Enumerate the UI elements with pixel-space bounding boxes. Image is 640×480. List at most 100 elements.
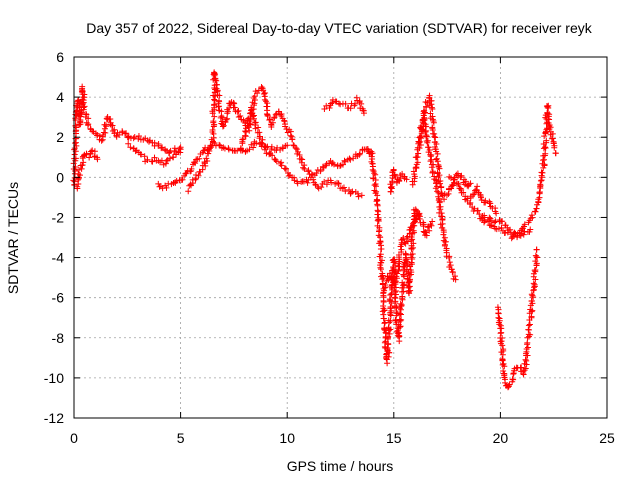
data-point bbox=[377, 264, 384, 271]
data-point bbox=[326, 104, 333, 111]
data-point bbox=[422, 129, 429, 136]
data-point bbox=[393, 273, 400, 280]
data-point bbox=[185, 188, 192, 195]
data-point bbox=[543, 126, 550, 133]
data-point bbox=[486, 214, 493, 221]
data-point bbox=[237, 112, 244, 119]
data-point bbox=[225, 146, 232, 153]
data-point bbox=[385, 324, 392, 331]
data-point bbox=[292, 144, 299, 151]
data-point bbox=[323, 161, 330, 168]
data-point bbox=[216, 92, 223, 99]
data-point bbox=[380, 299, 387, 306]
series-sdtvar-o bbox=[477, 215, 534, 242]
data-point bbox=[74, 183, 81, 190]
data-point bbox=[204, 150, 211, 157]
data-point bbox=[410, 168, 417, 175]
data-point bbox=[417, 125, 424, 132]
data-point bbox=[403, 234, 410, 241]
data-point bbox=[201, 158, 208, 165]
data-point bbox=[510, 233, 517, 240]
data-point bbox=[283, 166, 290, 173]
x-tick-label: 10 bbox=[279, 430, 295, 446]
data-point bbox=[278, 113, 285, 120]
data-point bbox=[94, 156, 101, 163]
data-point bbox=[498, 338, 505, 345]
data-point bbox=[532, 258, 539, 265]
data-point bbox=[536, 189, 543, 196]
data-point bbox=[162, 160, 169, 167]
data-point bbox=[413, 207, 420, 214]
data-point bbox=[109, 122, 116, 129]
data-point bbox=[389, 276, 396, 283]
data-point bbox=[347, 105, 354, 112]
data-point bbox=[431, 133, 438, 140]
data-point bbox=[354, 190, 361, 197]
data-point bbox=[412, 164, 419, 171]
data-point bbox=[537, 181, 544, 188]
x-tick-label: 25 bbox=[599, 430, 615, 446]
data-point bbox=[383, 278, 390, 285]
data-point bbox=[388, 183, 395, 190]
data-point bbox=[79, 162, 86, 169]
data-point bbox=[400, 288, 407, 295]
data-point bbox=[401, 239, 408, 246]
data-point bbox=[529, 307, 536, 314]
data-point bbox=[542, 129, 549, 136]
data-point bbox=[300, 164, 307, 171]
data-point bbox=[394, 270, 401, 277]
data-point bbox=[379, 276, 386, 283]
data-point bbox=[415, 138, 422, 145]
data-point bbox=[234, 108, 241, 115]
x-axis-label: GPS time / hours bbox=[287, 458, 394, 474]
data-point bbox=[511, 229, 518, 236]
data-point bbox=[209, 126, 216, 133]
data-point bbox=[248, 106, 255, 113]
data-point bbox=[423, 104, 430, 111]
data-point bbox=[353, 94, 360, 101]
data-point bbox=[481, 217, 488, 224]
data-point bbox=[151, 154, 158, 161]
data-point bbox=[289, 136, 296, 143]
data-point bbox=[423, 229, 430, 236]
data-point bbox=[347, 156, 354, 163]
data-point bbox=[372, 171, 379, 178]
data-point bbox=[451, 273, 458, 280]
data-point bbox=[132, 148, 139, 155]
data-point bbox=[323, 181, 330, 188]
data-point bbox=[259, 140, 266, 147]
x-tick-label: 15 bbox=[386, 430, 402, 446]
data-point bbox=[455, 181, 462, 188]
y-tick-label: -8 bbox=[52, 330, 65, 346]
data-point bbox=[428, 164, 435, 171]
data-point bbox=[366, 149, 373, 156]
data-point bbox=[263, 103, 270, 110]
data-point bbox=[429, 169, 436, 176]
data-point bbox=[418, 126, 425, 133]
data-point bbox=[457, 174, 464, 181]
data-point bbox=[462, 178, 469, 185]
data-point bbox=[335, 180, 342, 187]
data-point bbox=[436, 165, 443, 172]
data-point bbox=[279, 144, 286, 151]
data-point bbox=[379, 308, 386, 315]
data-point bbox=[427, 158, 434, 165]
series-sdtvar-e bbox=[185, 69, 376, 195]
data-point bbox=[405, 279, 412, 286]
data-point bbox=[369, 166, 376, 173]
data-point bbox=[433, 141, 440, 148]
data-point bbox=[356, 150, 363, 157]
data-point bbox=[349, 188, 356, 195]
data-point bbox=[144, 156, 151, 163]
series-sdtvar-h bbox=[364, 146, 436, 367]
data-point bbox=[417, 133, 424, 140]
data-point bbox=[541, 133, 548, 140]
data-point bbox=[71, 151, 78, 158]
data-point bbox=[471, 191, 478, 198]
data-point bbox=[424, 224, 431, 231]
data-point bbox=[258, 139, 265, 146]
data-point bbox=[395, 252, 402, 259]
data-point bbox=[430, 119, 437, 126]
data-point bbox=[542, 114, 549, 121]
data-point bbox=[77, 117, 84, 124]
